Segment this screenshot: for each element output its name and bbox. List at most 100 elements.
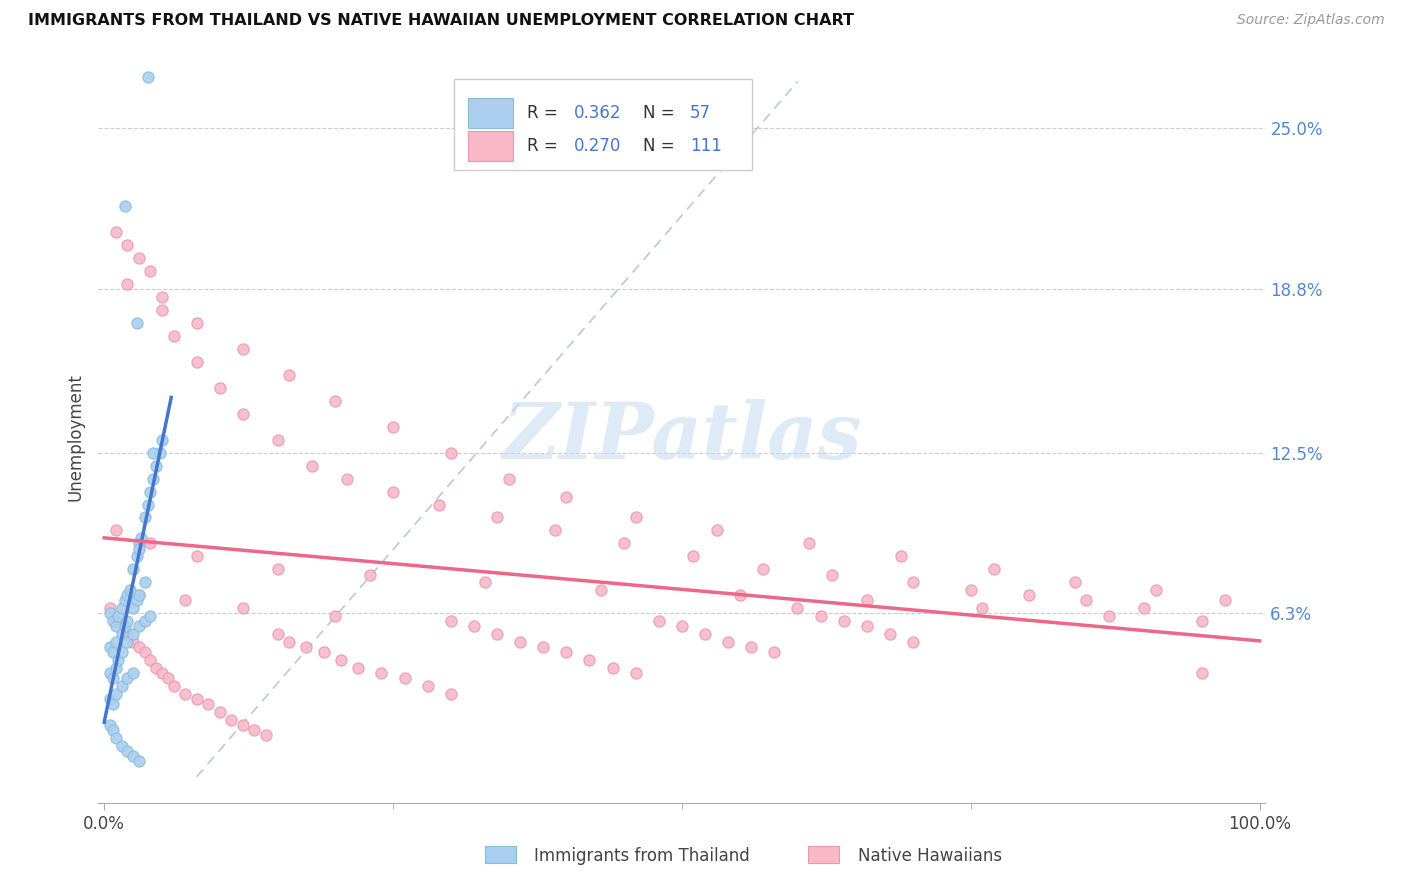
Point bbox=[117, 614, 139, 628]
Text: Source: ZipAtlas.com: Source: ZipAtlas.com bbox=[1237, 13, 1385, 28]
Point bbox=[186, 316, 208, 330]
Text: 57: 57 bbox=[690, 104, 711, 122]
Point bbox=[797, 536, 820, 550]
Point bbox=[128, 640, 150, 655]
Text: ZIPatlas: ZIPatlas bbox=[502, 399, 862, 475]
Text: R =: R = bbox=[527, 137, 562, 155]
Text: 0.362: 0.362 bbox=[574, 104, 621, 122]
Point bbox=[145, 458, 167, 473]
Point bbox=[125, 593, 148, 607]
Point bbox=[122, 749, 145, 764]
Point bbox=[186, 549, 208, 564]
Point bbox=[312, 645, 335, 659]
Point bbox=[134, 614, 156, 628]
Point bbox=[416, 679, 439, 693]
Point bbox=[509, 635, 531, 649]
Point bbox=[128, 754, 150, 768]
Point bbox=[104, 687, 127, 701]
Point bbox=[1191, 614, 1213, 628]
Point bbox=[232, 342, 254, 356]
Point bbox=[336, 472, 359, 486]
Point bbox=[103, 671, 125, 685]
Point bbox=[232, 601, 254, 615]
Point bbox=[134, 645, 156, 659]
Point bbox=[578, 653, 600, 667]
FancyBboxPatch shape bbox=[454, 78, 752, 170]
Point bbox=[648, 614, 671, 628]
Text: 0.270: 0.270 bbox=[574, 137, 621, 155]
Text: Native Hawaiians: Native Hawaiians bbox=[858, 847, 1002, 865]
Point bbox=[498, 472, 520, 486]
Point bbox=[959, 583, 981, 598]
Point bbox=[103, 723, 125, 738]
Point bbox=[266, 627, 288, 641]
Point bbox=[110, 679, 132, 693]
Point bbox=[114, 619, 136, 633]
Point bbox=[786, 601, 808, 615]
Point bbox=[330, 653, 353, 667]
Text: Immigrants from Thailand: Immigrants from Thailand bbox=[534, 847, 749, 865]
Bar bbox=[468, 98, 513, 128]
Point bbox=[1063, 575, 1085, 590]
Point bbox=[359, 567, 381, 582]
Point bbox=[208, 381, 231, 395]
Point bbox=[104, 661, 127, 675]
Point bbox=[440, 445, 463, 459]
Point bbox=[427, 498, 450, 512]
Point bbox=[128, 541, 150, 556]
Point bbox=[107, 609, 129, 624]
Point bbox=[544, 524, 567, 538]
Point bbox=[128, 588, 150, 602]
Point bbox=[142, 472, 165, 486]
Point bbox=[98, 607, 121, 621]
Point bbox=[693, 627, 716, 641]
Point bbox=[323, 609, 346, 624]
Point bbox=[382, 484, 405, 499]
Point bbox=[103, 614, 125, 628]
Point bbox=[186, 355, 208, 369]
Point bbox=[122, 627, 145, 641]
Text: N =: N = bbox=[644, 137, 681, 155]
Y-axis label: Unemployment: Unemployment bbox=[66, 373, 84, 501]
Point bbox=[1144, 583, 1167, 598]
Point bbox=[589, 583, 612, 598]
Point bbox=[117, 635, 139, 649]
Point bbox=[122, 666, 145, 681]
Text: IMMIGRANTS FROM THAILAND VS NATIVE HAWAIIAN UNEMPLOYMENT CORRELATION CHART: IMMIGRANTS FROM THAILAND VS NATIVE HAWAI… bbox=[28, 13, 853, 29]
Point bbox=[740, 640, 762, 655]
Text: 111: 111 bbox=[690, 137, 721, 155]
Text: N =: N = bbox=[644, 104, 681, 122]
Point bbox=[243, 723, 266, 738]
Point bbox=[555, 645, 578, 659]
Point bbox=[150, 666, 173, 681]
Point bbox=[103, 698, 125, 712]
Point bbox=[370, 666, 392, 681]
Point bbox=[232, 718, 254, 732]
Point bbox=[810, 609, 832, 624]
Point bbox=[150, 290, 173, 304]
Point bbox=[98, 601, 121, 615]
Point bbox=[128, 536, 150, 550]
Point bbox=[208, 705, 231, 719]
Point bbox=[122, 601, 145, 615]
Point bbox=[1098, 609, 1121, 624]
Text: R =: R = bbox=[527, 104, 562, 122]
Point bbox=[531, 640, 554, 655]
Point bbox=[98, 692, 121, 706]
Point bbox=[104, 619, 127, 633]
Point bbox=[125, 549, 148, 564]
Point bbox=[145, 661, 167, 675]
Point bbox=[1018, 588, 1040, 602]
Point bbox=[624, 666, 647, 681]
Point bbox=[134, 510, 156, 524]
Point bbox=[104, 635, 127, 649]
Point bbox=[301, 458, 323, 473]
Point bbox=[174, 687, 197, 701]
Point bbox=[1133, 601, 1156, 615]
Point bbox=[125, 316, 148, 330]
Point bbox=[855, 619, 877, 633]
Point bbox=[486, 627, 509, 641]
Point bbox=[323, 393, 346, 408]
Point bbox=[890, 549, 912, 564]
Point bbox=[104, 524, 127, 538]
